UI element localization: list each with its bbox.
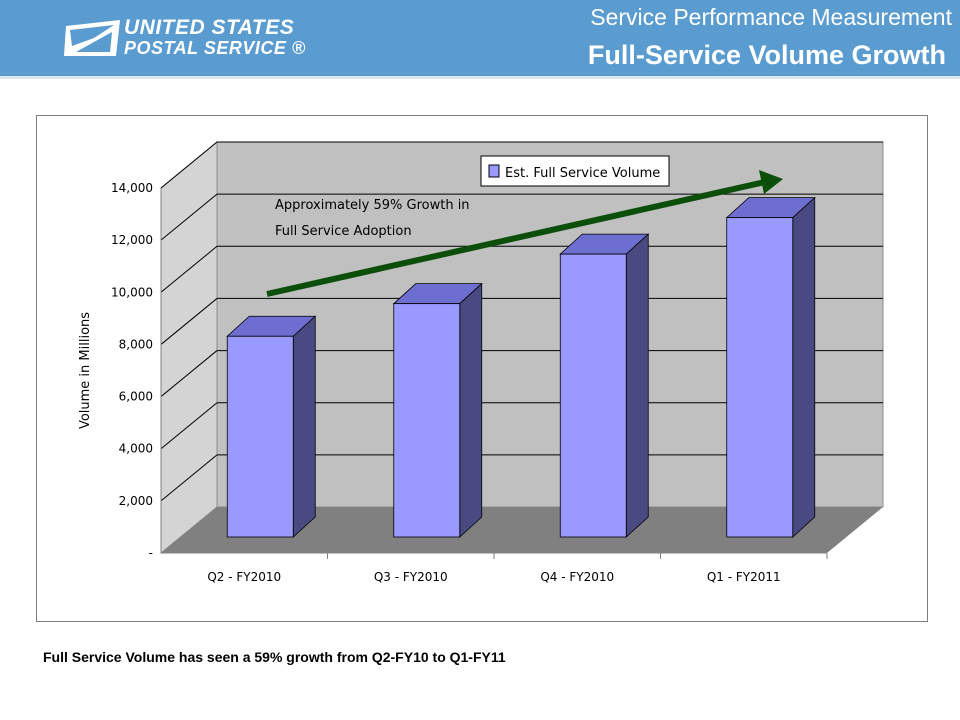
footnote-text: Full Service Volume has seen a 59% growt… [43, 649, 506, 665]
y-tick-label: 10,000 [111, 285, 153, 299]
bar-side [625, 233, 649, 538]
y-tick-label: - [149, 546, 153, 560]
plot-floor [161, 507, 883, 553]
chart-frame: - 2,000 4,000 6,000 8,000 10,000 12,000 14,000 V… [36, 115, 928, 622]
gridline-side [160, 141, 218, 189]
y-tick-label: 14,000 [111, 181, 153, 195]
y-axis-title: Volume in Millions [78, 312, 93, 429]
logo-text-line1: UNITED STATES [124, 16, 295, 39]
growth-arrow-head-icon [759, 170, 783, 194]
legend-label: Est. Full Service Volume [505, 166, 660, 181]
legend-swatch [488, 164, 500, 178]
bar [726, 217, 794, 538]
y-tick-label: 6,000 [119, 390, 153, 404]
bar [226, 335, 294, 538]
eagle-logo-icon [64, 20, 120, 56]
x-tick-label: Q3 - FY2010 [374, 570, 448, 584]
annotation-line2: Full Service Adoption [275, 224, 412, 239]
growth-arrow-line [266, 179, 766, 297]
legend: Est. Full Service Volume [480, 155, 670, 187]
legend-box [480, 155, 670, 187]
plot-side-wall [160, 140, 218, 555]
x-tick-label: Q4 - FY2010 [540, 570, 614, 584]
bar-side [292, 315, 316, 538]
bar-side [459, 282, 483, 538]
logo-text-line2: POSTAL SERVICE ® [124, 38, 306, 58]
header-banner: UNITED STATES POSTAL SERVICE ® Service P… [0, 0, 960, 76]
x-tick-label: Q2 - FY2010 [207, 570, 281, 584]
annotation-line1: Approximately 59% Growth in [275, 198, 470, 213]
gridline-side [160, 402, 218, 450]
bar-chart: - 2,000 4,000 6,000 8,000 10,000 12,000 14,000 V… [78, 140, 884, 584]
y-tick-label: 2,000 [119, 494, 153, 508]
slide-subtitle: Service Performance Measurement [590, 4, 952, 30]
slide-title: Full-Service Volume Growth [587, 40, 946, 70]
bar [393, 303, 461, 538]
header-divider [0, 76, 960, 79]
bar [559, 253, 627, 538]
gridline-side [160, 454, 218, 502]
gridline-side [160, 298, 218, 345]
x-tick-label: Q1 - FY2011 [707, 570, 781, 584]
gridline-side [160, 245, 218, 293]
y-tick-label: 8,000 [119, 337, 153, 351]
y-tick-label: 4,000 [119, 442, 153, 456]
gridline-side [160, 193, 218, 241]
bar-side [792, 196, 816, 538]
y-tick-label: 12,000 [111, 233, 153, 247]
gridline-side [160, 350, 218, 397]
usps-logo: UNITED STATES POSTAL SERVICE ® [64, 16, 306, 60]
